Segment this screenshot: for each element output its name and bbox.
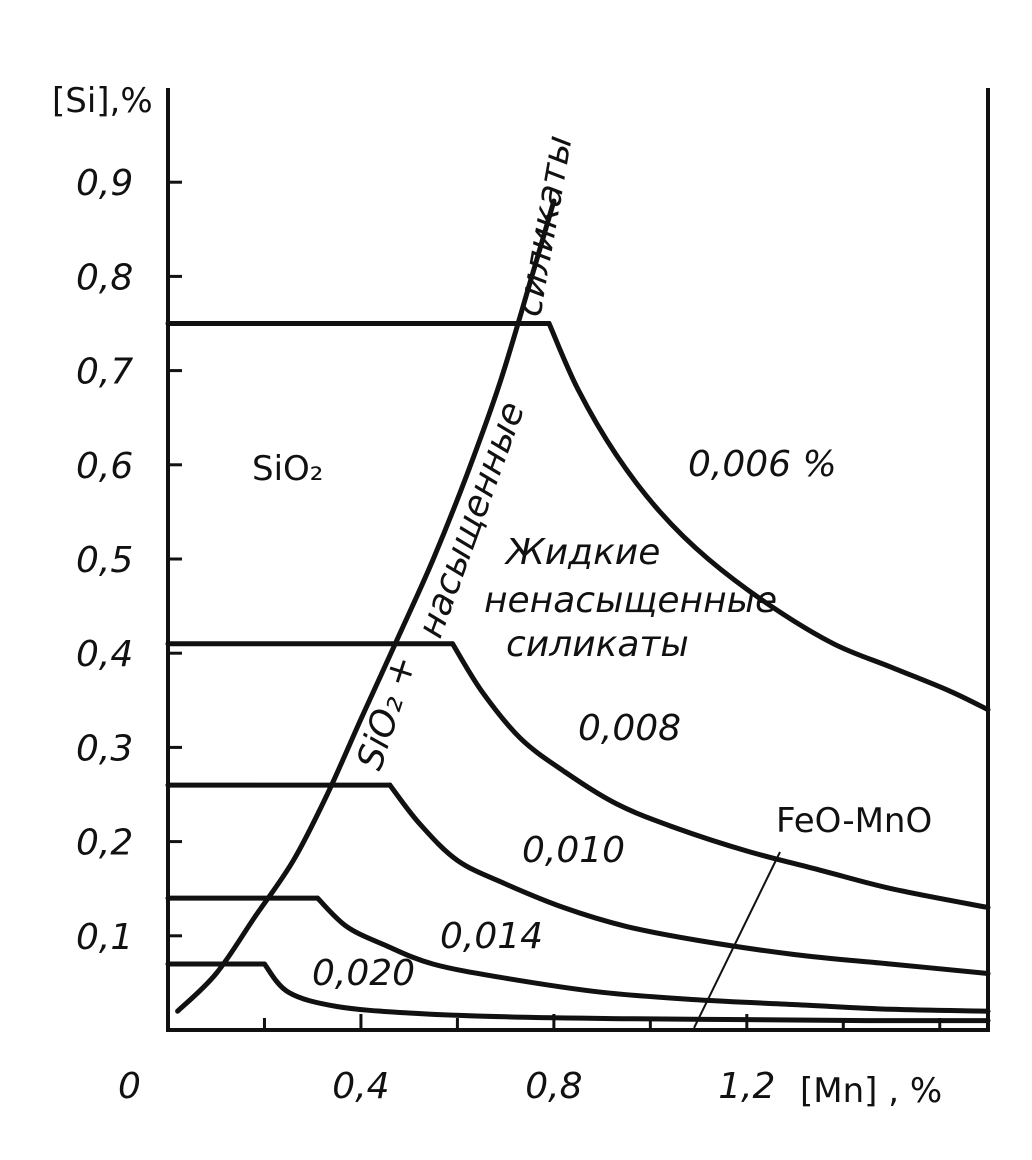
boundary-label-line3: силикаты: [508, 132, 580, 319]
series-label-020: 0,020: [312, 953, 415, 994]
boundary-label-line1: SiO₂ +: [350, 651, 425, 775]
x-axis-label: [Mn] , %: [800, 1071, 942, 1111]
y-tick-label-8: 0,9: [76, 163, 133, 204]
region-sio2: SiO₂: [252, 449, 323, 489]
isoline-2: [387, 782, 991, 976]
y-tick-label-3: 0,4: [76, 634, 133, 675]
ticks: 0,1 0,2 0,3 0,4 0,5 0,6 0,7 0,8 0,9 0,4 0,8 1,2: [76, 163, 942, 1107]
region-liquid-line1: Жидкие: [504, 532, 660, 573]
y-axis-label: [Si],%: [52, 81, 153, 121]
boundary-curve: [175, 198, 557, 1014]
x-tick-label-2: 1,2: [718, 1066, 775, 1107]
series-label-014: 0,014: [440, 916, 543, 957]
isoline-1: [315, 895, 991, 1014]
series-label-008: 0,008: [578, 708, 681, 749]
origin-label: 0: [118, 1066, 141, 1107]
region-liquid-line3: силикаты: [506, 624, 689, 665]
feo-mno-leader-line: [693, 851, 781, 1029]
series-label-010: 0,010: [522, 830, 625, 871]
y-tick-label-5: 0,6: [76, 446, 133, 487]
y-tick-label-7: 0,8: [76, 257, 133, 298]
isoline-3: [450, 641, 991, 910]
y-tick-label-0: 0,1: [76, 917, 133, 958]
curves: [165, 198, 991, 1024]
y-tick-label-4: 0,5: [76, 540, 133, 581]
y-tick-label-6: 0,7: [76, 352, 133, 393]
x-tick-label-0: 0,4: [332, 1066, 389, 1107]
region-feo-mno: FeO-MnO: [776, 801, 932, 841]
x-tick-label-1: 0,8: [525, 1066, 582, 1107]
y-tick-label-2: 0,3: [76, 728, 133, 769]
isoline-4: [546, 321, 991, 713]
region-liquid-label: Жидкие ненасыщенные силикаты: [484, 532, 777, 665]
isoline-0: [262, 961, 991, 1024]
series-labels: 0,006 % 0,008 0,010 0,014 0,020: [312, 444, 837, 994]
series-label-006: 0,006 %: [688, 444, 837, 485]
y-tick-label-1: 0,2: [76, 823, 133, 864]
region-liquid-line2: ненасыщенные: [484, 580, 777, 621]
